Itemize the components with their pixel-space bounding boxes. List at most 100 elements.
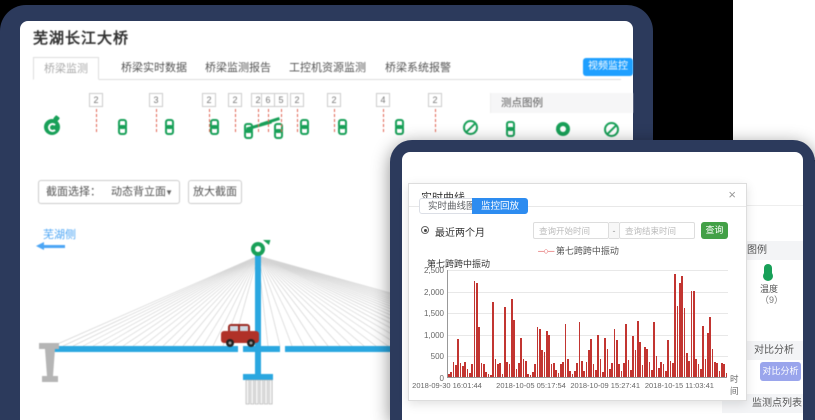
chart-bar bbox=[569, 370, 572, 377]
legend-marker-icon: ─○─ bbox=[538, 246, 554, 256]
query-end-time-input[interactable] bbox=[619, 222, 695, 239]
gridline bbox=[448, 270, 728, 271]
sensor-dash-line bbox=[209, 109, 210, 132]
sensor-dash-line bbox=[297, 109, 298, 132]
page-title: 芜湖长江大桥 bbox=[33, 30, 130, 47]
tab-monitor-report[interactable]: 桥梁监测报告 bbox=[205, 62, 271, 74]
sensor-dash-line bbox=[258, 109, 259, 132]
y-tick-label: 500 bbox=[430, 352, 444, 362]
chart-bar bbox=[606, 348, 609, 377]
chart-bar bbox=[508, 364, 511, 377]
chart-bar bbox=[501, 373, 504, 377]
chart-bar bbox=[618, 364, 621, 377]
chart-bar bbox=[697, 364, 700, 377]
section-select[interactable]: 截面选择： 动态背立面 ▼ bbox=[38, 180, 180, 204]
legend-link-icon bbox=[506, 121, 515, 137]
sensor-link-icon[interactable] bbox=[210, 119, 219, 135]
chart-bar bbox=[718, 370, 721, 377]
chart-bar bbox=[616, 340, 618, 377]
chart-bar bbox=[639, 342, 642, 377]
chart-legend[interactable]: ─○─ 第七跨跨中振动 bbox=[409, 244, 748, 257]
chart-bar bbox=[578, 322, 581, 377]
chart-bar bbox=[672, 362, 674, 377]
y-tick-label: 2,500 bbox=[423, 266, 444, 275]
video-monitor-button[interactable]: 视频监控 bbox=[583, 58, 633, 76]
x-axis-name: 时间 bbox=[730, 374, 739, 396]
x-tick-label: 2018-10-15 11:03:41 bbox=[644, 381, 714, 390]
tab-bridge-monitor[interactable]: 桥梁监测 bbox=[33, 57, 99, 80]
no-entry-icon[interactable] bbox=[463, 120, 478, 135]
chart-bar bbox=[716, 362, 719, 377]
chart-bar bbox=[630, 369, 632, 377]
chart-bar bbox=[695, 358, 698, 377]
radio-label: 最近两个月 bbox=[435, 228, 485, 239]
tab-monitor-replay[interactable]: 监控回放 bbox=[472, 198, 529, 214]
sensor-dash-line bbox=[96, 109, 97, 132]
zoom-section-button[interactable]: 放大截面 bbox=[188, 180, 242, 204]
chart-bar bbox=[527, 374, 530, 377]
chart-bar bbox=[611, 362, 614, 377]
chart-bar bbox=[595, 370, 597, 377]
stopwatch-icon[interactable] bbox=[44, 119, 60, 135]
sensor-dash-line bbox=[435, 109, 436, 132]
chart-bar bbox=[669, 360, 672, 377]
y-tick-label: 2,000 bbox=[423, 287, 444, 297]
chart-bar bbox=[623, 362, 625, 377]
chart-bar bbox=[459, 363, 462, 377]
chart-bar bbox=[665, 370, 667, 377]
chart-bar bbox=[667, 340, 670, 377]
sensor-link-icon[interactable] bbox=[395, 119, 404, 135]
chart-bar bbox=[679, 282, 681, 377]
side-label: 芜湖侧 bbox=[43, 229, 76, 241]
chart-bar bbox=[651, 370, 653, 377]
chart-bar bbox=[485, 371, 488, 377]
query-button[interactable]: 查询 bbox=[701, 222, 728, 239]
sensor-link-icon[interactable] bbox=[338, 119, 347, 135]
tab-system-alarm[interactable]: 桥梁系统报警 bbox=[385, 62, 451, 74]
thermometer-icon[interactable] bbox=[763, 264, 773, 281]
x-tick-label: 2018-09-30 16:01:44 bbox=[412, 381, 482, 390]
chart-bar bbox=[632, 335, 635, 377]
chart-bar bbox=[704, 358, 707, 377]
gridline bbox=[448, 291, 728, 293]
chart-bar bbox=[564, 323, 567, 377]
realtime-curve-dialog: 实时曲线 × 实时曲线图 监控回放 最近两个月 - 查询 ─○─ 第七跨跨中振动… bbox=[408, 183, 747, 401]
chart-bar bbox=[693, 291, 695, 377]
chart-bar bbox=[483, 364, 485, 377]
tab-realtime-curve[interactable]: 实时曲线图 bbox=[419, 198, 485, 214]
sensor-dash-line bbox=[334, 109, 335, 132]
query-start-time-input[interactable] bbox=[533, 222, 609, 239]
tab-ipc-resource[interactable]: 工控机资源监测 bbox=[289, 62, 366, 74]
window-bridge-content: 芜湖长江大桥 桥梁监测 桥梁实时数据 桥梁监测报告 工控机资源监测 桥梁系统报警… bbox=[20, 21, 633, 420]
chart-bar bbox=[471, 364, 474, 377]
sensor-link-icon[interactable] bbox=[165, 119, 174, 135]
x-tick-label: 2018-10-09 15:27:41 bbox=[570, 381, 641, 390]
chart-bar bbox=[452, 362, 455, 377]
legend-no-entry-icon bbox=[604, 122, 619, 137]
temperature-label: 温度 bbox=[760, 284, 779, 294]
sensor-count-badge: 2 bbox=[290, 93, 304, 107]
sensor-link-icon[interactable] bbox=[118, 119, 127, 135]
radio-last-two-months[interactable] bbox=[421, 226, 429, 234]
background-white-area bbox=[733, 0, 815, 160]
chart-bar bbox=[546, 331, 548, 377]
chart-bar bbox=[620, 370, 623, 377]
sensor-link-icon[interactable] bbox=[300, 119, 309, 135]
chart-bar bbox=[676, 305, 679, 377]
chart-bar bbox=[641, 364, 644, 377]
chart-bar bbox=[613, 329, 616, 377]
chart-bar bbox=[688, 360, 691, 377]
sensor-dash-line bbox=[235, 109, 236, 132]
chart-bar bbox=[700, 369, 702, 377]
chart-bar bbox=[478, 327, 481, 377]
compare-analysis-button[interactable]: 对比分析 bbox=[760, 362, 801, 381]
sensor-count-badge: 2 bbox=[89, 93, 103, 107]
vibration-chart-plot bbox=[447, 270, 728, 378]
chart-bar bbox=[504, 307, 506, 377]
chart-bar bbox=[681, 276, 684, 377]
chart-bar bbox=[646, 349, 649, 377]
bridge-joint-icon[interactable] bbox=[242, 115, 284, 141]
tab-realtime-data[interactable]: 桥梁实时数据 bbox=[121, 62, 187, 74]
close-icon[interactable]: × bbox=[728, 187, 736, 202]
chart-bar bbox=[473, 280, 476, 377]
